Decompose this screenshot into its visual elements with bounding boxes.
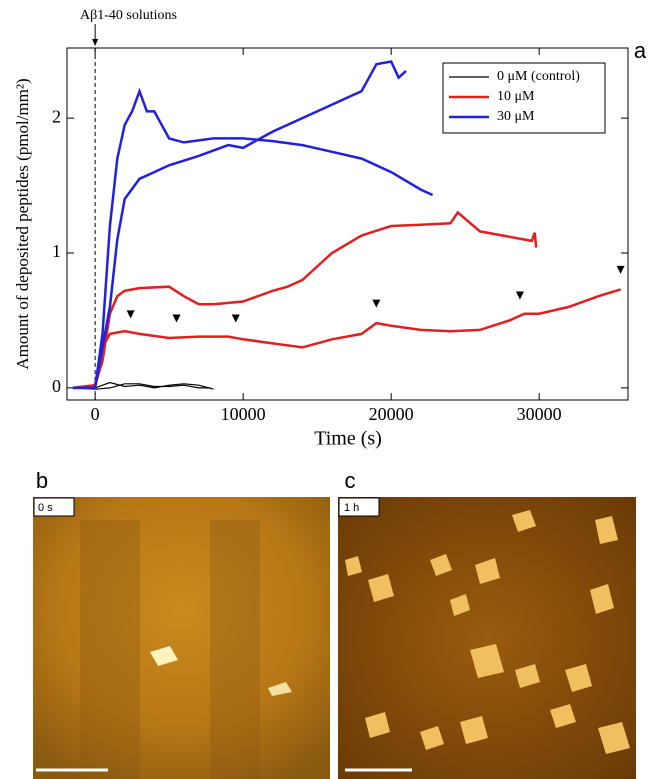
panel-label: b	[36, 468, 48, 493]
time-box	[33, 497, 75, 517]
afm-shade	[80, 520, 140, 779]
annotation: Aβ1-40 solutions	[80, 8, 177, 23]
x-axis-title: Time (s)	[314, 428, 382, 450]
data-line	[72, 87, 434, 390]
chart: a Aβ1-40 solutions Time (s) Amount of de…	[13, 8, 647, 450]
data-line	[72, 288, 621, 390]
afm-features	[345, 510, 630, 754]
injection-arrowhead	[92, 39, 99, 46]
x-tick-label: 30000	[517, 404, 562, 424]
time-box	[338, 497, 380, 517]
time-label: 0 s	[38, 502, 53, 514]
legend-label: 0 μM (control)	[497, 69, 580, 84]
afm-feature	[268, 682, 292, 696]
event-marker	[515, 291, 524, 300]
legend-label: 10 μM	[497, 89, 535, 104]
event-marker	[126, 310, 135, 319]
x-tick-label: 20000	[369, 404, 414, 424]
x-tick-label: 0	[91, 404, 100, 424]
legend-label: 30 μM	[497, 109, 535, 124]
time-label: 1 h	[344, 502, 359, 514]
afm-feature	[150, 646, 178, 666]
y-tick-label: 0	[52, 376, 61, 396]
panel-label: c	[345, 468, 356, 493]
images: b 0 s c 1 h	[33, 468, 636, 779]
y-axis-title: Amount of deposited peptides (pmol/mm²)	[13, 78, 32, 369]
event-marker	[616, 265, 625, 274]
event-marker	[372, 299, 381, 308]
y-tick-label: 2	[52, 106, 61, 126]
plot-frame	[66, 47, 629, 401]
afm-shade	[210, 520, 260, 779]
data-line	[72, 381, 214, 390]
afm-image	[33, 497, 330, 779]
data-line	[72, 60, 407, 390]
y-tick-label: 1	[52, 241, 61, 261]
x-tick-label: 10000	[221, 404, 266, 424]
panel-label: a	[634, 38, 647, 63]
data-line	[72, 210, 538, 390]
event-marker	[231, 314, 240, 323]
event-marker	[172, 314, 181, 323]
legend: 0 μM (control) 10 μM 30 μM	[442, 62, 606, 134]
data-line	[72, 383, 211, 390]
